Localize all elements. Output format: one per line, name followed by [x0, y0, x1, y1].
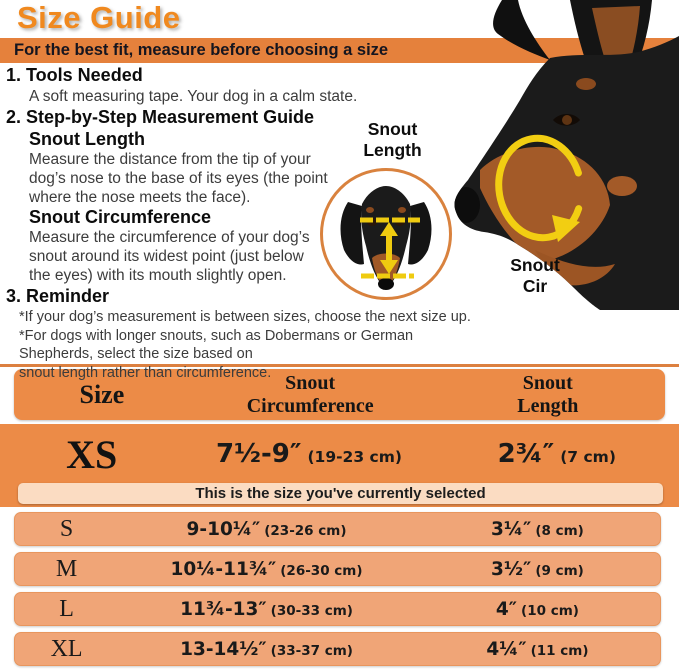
circumference-cell: 9-10¼″ (23-26 cm)	[118, 519, 415, 540]
circumference-cell: 11¾-13″ (30-33 cm)	[118, 599, 415, 620]
length-cell: 4¼″ (11 cm)	[415, 639, 660, 660]
size-label: L	[59, 595, 74, 622]
table-row-s: S 9-10¼″ (23-26 cm) 3¼″ (8 cm)	[14, 512, 661, 546]
doberman-side-photo	[454, 0, 679, 310]
length-value: 3¼″	[491, 518, 532, 540]
size-table-rows: S 9-10¼″ (23-26 cm) 3¼″ (8 cm) M 10¼-11¾…	[14, 512, 661, 666]
circumference-cm: (26-30 cm)	[280, 562, 363, 579]
dog-far-ear	[493, 0, 550, 60]
tools-body: A soft measuring tape. Your dog in a cal…	[29, 88, 358, 105]
best-fit-banner: For the best fit, measure before choosin…	[0, 38, 679, 63]
front-dog-left-ear	[340, 202, 364, 265]
tools-heading: 1. Tools Needed	[6, 65, 143, 85]
size-label-xs: XS	[66, 431, 118, 477]
column-header-size: Size	[79, 380, 125, 409]
length-cell: 3¼″ (8 cm)	[415, 519, 660, 540]
reminder-note-1: *If your dog’s measurement is between si…	[19, 309, 471, 325]
column-header-length: Snout Length	[517, 371, 579, 417]
front-dog-nose	[378, 278, 394, 290]
dog-nose	[454, 187, 480, 223]
circumference-cell: 10¼-11¾″ (26-30 cm)	[118, 559, 415, 580]
reminder-heading: 3. Reminder	[6, 286, 110, 306]
selected-size-band: XS 7½-9″ (19-23 cm) 2¾″ (7 cm) This is t…	[0, 424, 679, 507]
xs-circumference-cm: (19-23 cm)	[307, 448, 402, 466]
dog-brow-spot	[576, 78, 596, 90]
currently-selected-banner: This is the size you've currently select…	[18, 483, 663, 504]
table-top-rule	[0, 364, 679, 367]
dog-cheek-spot	[607, 176, 637, 196]
length-value: 4″	[495, 598, 518, 620]
size-label: M	[55, 555, 78, 582]
page-title: Size Guide	[17, 0, 181, 35]
arrowhead	[552, 215, 580, 242]
snout-circumference-heading: Snout Circumference	[29, 207, 212, 227]
xs-length-value: 2¾″	[497, 439, 555, 469]
circumference-value: 11¾-13″	[180, 598, 267, 620]
length-cm: (11 cm)	[530, 642, 589, 659]
snout-length-inset	[320, 168, 452, 300]
size-table-header: Size Snout Circumference Snout Length	[14, 369, 665, 420]
column-header-circumference: Snout Circumference	[246, 371, 374, 417]
xs-length-cell: 2¾″ (7 cm)	[435, 439, 679, 469]
measure-arrow-down	[380, 260, 398, 274]
size-label: XL	[50, 635, 83, 662]
xs-length-cm: (7 cm)	[560, 448, 616, 466]
snout-length-heading: Snout Length	[29, 129, 145, 149]
circumference-value: 9-10¼″	[186, 518, 261, 540]
steps-heading: 2. Step-by-Step Measurement Guide	[6, 107, 315, 127]
front-dog-right-brow	[398, 207, 406, 213]
circumference-cm: (33-37 cm)	[270, 642, 353, 659]
snout-length-body: Measure the distance from the tip of you…	[29, 151, 328, 206]
dog-ear-inner	[592, 6, 640, 92]
circumference-value: 13-14½″	[180, 638, 267, 660]
snout-length-label: Snout Length	[363, 119, 422, 160]
length-value: 3½″	[491, 558, 532, 580]
xs-circumference-value: 7½-9″	[215, 439, 302, 469]
table-row-xl: XL 13-14½″ (33-37 cm) 4¼″ (11 cm)	[14, 632, 661, 666]
snout-circumference-body: Measure the circumference of your dog’s …	[29, 229, 310, 284]
front-dog-left-brow	[366, 207, 374, 213]
circumference-cm: (23-26 cm)	[264, 522, 347, 539]
length-cell: 4″ (10 cm)	[415, 599, 660, 620]
reminder-note-2: *For dogs with longer snouts, such as Do…	[19, 327, 414, 381]
table-row-l: L 11¾-13″ (30-33 cm) 4″ (10 cm)	[14, 592, 661, 626]
circumference-cell: 13-14½″ (33-37 cm)	[118, 639, 415, 660]
xs-circumference-cell: 7½-9″ (19-23 cm)	[183, 439, 434, 469]
size-label: S	[59, 515, 74, 542]
dog-iris	[562, 115, 572, 125]
measure-arrow-up	[380, 222, 398, 236]
length-cm: (10 cm)	[521, 602, 579, 619]
snout-circumference-arrow	[495, 134, 585, 242]
circumference-cm: (30-33 cm)	[270, 602, 353, 619]
length-cell: 3½″ (9 cm)	[415, 559, 660, 580]
length-value: 4¼″	[486, 638, 527, 660]
length-cm: (8 cm)	[535, 522, 584, 539]
table-row-m: M 10¼-11¾″ (26-30 cm) 3½″ (9 cm)	[14, 552, 661, 586]
length-cm: (9 cm)	[535, 562, 584, 579]
circumference-value: 10¼-11¾″	[170, 558, 277, 580]
snout-cir-label: Snout Cir	[510, 255, 560, 296]
instructions: 1. Tools Needed A soft measuring tape. Y…	[6, 64, 476, 382]
table-row-xs: XS 7½-9″ (19-23 cm) 2¾″ (7 cm)	[0, 424, 679, 484]
